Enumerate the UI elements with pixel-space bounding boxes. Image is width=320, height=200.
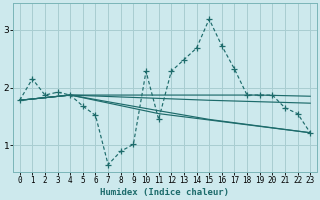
X-axis label: Humidex (Indice chaleur): Humidex (Indice chaleur) <box>100 188 229 197</box>
